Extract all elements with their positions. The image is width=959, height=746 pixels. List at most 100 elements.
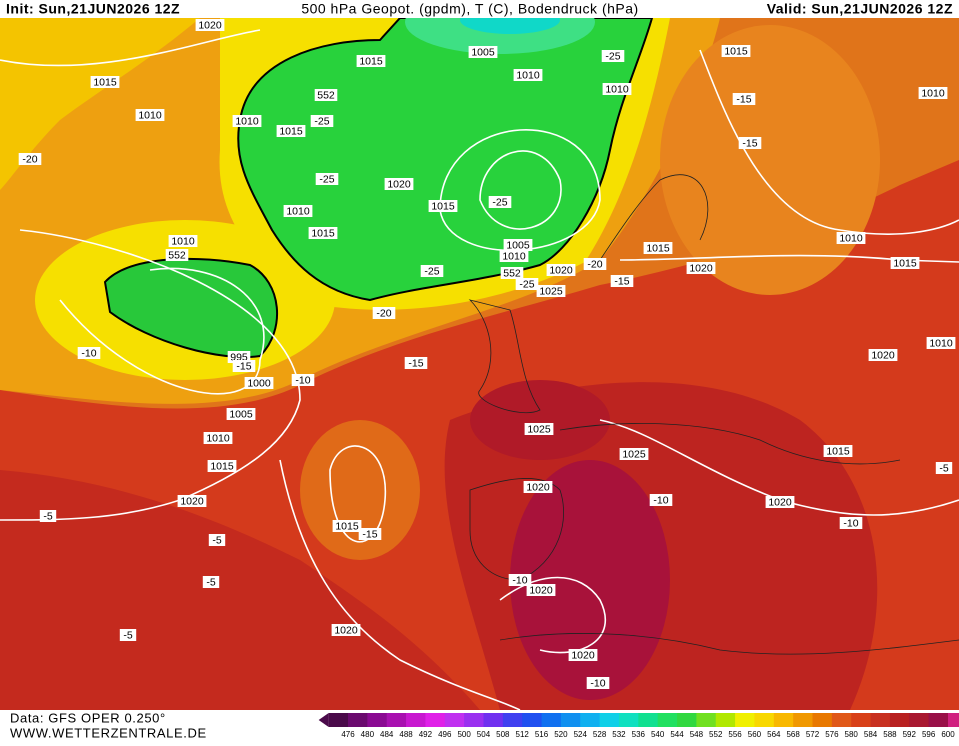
scale-label: 560 xyxy=(748,730,762,739)
map-label-box xyxy=(208,534,226,546)
map-label-box xyxy=(135,109,165,121)
scale-swatch xyxy=(618,713,639,727)
map-label-box xyxy=(232,360,256,372)
map-label-box xyxy=(500,267,524,279)
scale-label: 488 xyxy=(399,730,413,739)
scale-swatch xyxy=(386,713,407,727)
field-crimson xyxy=(510,460,670,700)
map-label-box xyxy=(372,307,396,319)
map-label: -5 xyxy=(43,510,52,522)
map-label-box xyxy=(732,93,756,105)
scale-label: 588 xyxy=(883,730,897,739)
map-label-box xyxy=(207,460,237,472)
coastline xyxy=(468,299,541,414)
map-label: -25 xyxy=(492,196,507,208)
scale-swatch xyxy=(696,713,717,727)
map-label-box xyxy=(643,242,673,254)
map-label: 1000 xyxy=(247,377,271,389)
map-label: -15 xyxy=(742,137,757,149)
scale-swatch xyxy=(541,713,562,727)
map-label-box xyxy=(232,115,262,127)
map-label: 1020 xyxy=(871,349,895,361)
map-label-box xyxy=(546,264,576,276)
scale-label: 532 xyxy=(612,730,626,739)
map-label: -15 xyxy=(736,93,751,105)
map-label: 1010 xyxy=(206,432,230,444)
scale-label: 568 xyxy=(786,730,800,739)
scale-label: 512 xyxy=(516,730,530,739)
scale-swatch xyxy=(599,713,620,727)
map-label: 1015 xyxy=(893,257,917,269)
map-label: 1025 xyxy=(527,423,551,435)
map-label: -10 xyxy=(512,574,527,586)
map-label: 1015 xyxy=(311,227,335,239)
scale-swatch xyxy=(464,713,484,727)
map-label-box xyxy=(226,408,256,420)
map-label: 1015 xyxy=(359,55,383,67)
scale-swatch xyxy=(580,713,601,727)
isobar xyxy=(279,459,521,711)
map-label-box xyxy=(90,76,120,88)
map-label: 1020 xyxy=(689,262,713,274)
scale-label: 484 xyxy=(380,730,394,739)
scale-swatch xyxy=(928,713,949,727)
map-label-box xyxy=(420,265,444,277)
map-label: -20 xyxy=(22,153,37,165)
map-label: 1005 xyxy=(229,408,253,420)
map-label-box xyxy=(428,200,458,212)
scale-swatch xyxy=(483,713,504,727)
map-label: -10 xyxy=(295,374,310,386)
map-label-box xyxy=(310,115,334,127)
scale-swatch xyxy=(870,713,891,727)
map-label-box xyxy=(165,249,189,261)
map-label: -5 xyxy=(123,629,132,641)
scale-label: 480 xyxy=(361,730,375,739)
map-label: -20 xyxy=(376,307,391,319)
coastline xyxy=(499,633,959,655)
map-label-box xyxy=(568,649,598,661)
coastlines xyxy=(468,174,959,655)
field-dark-red xyxy=(0,470,480,710)
scale-label: 556 xyxy=(728,730,742,739)
scale-label: 500 xyxy=(457,730,471,739)
map-label-box xyxy=(384,178,414,190)
scale-label: 516 xyxy=(535,730,549,739)
map-label: 1020 xyxy=(549,264,573,276)
scale-swatch xyxy=(851,713,872,727)
map-label-box xyxy=(523,481,553,493)
scale-swatch xyxy=(773,713,794,727)
map-label: -15 xyxy=(614,275,629,287)
field-orange-north xyxy=(660,25,880,295)
map-label: -10 xyxy=(843,517,858,529)
isobars xyxy=(0,29,959,711)
scale-label: 524 xyxy=(574,730,588,739)
map-label: 1020 xyxy=(526,481,550,493)
map-label: -15 xyxy=(408,357,423,369)
map-label: 1010 xyxy=(929,337,953,349)
map-label: -5 xyxy=(939,462,948,474)
map-label-box xyxy=(356,55,386,67)
map-label-box xyxy=(39,510,57,522)
map-label: -25 xyxy=(319,173,334,185)
map-label-box xyxy=(203,432,233,444)
scale-label: 584 xyxy=(864,730,878,739)
map-label: 1010 xyxy=(171,235,195,247)
data-source: Data: GFS OPER 0.250° xyxy=(10,710,166,725)
map-label-box xyxy=(202,576,220,588)
map-label-box xyxy=(291,374,315,386)
map-label-box xyxy=(536,285,566,297)
map-label-box xyxy=(890,257,920,269)
map-label: -5 xyxy=(206,576,215,588)
map-label: 1020 xyxy=(529,584,553,596)
isobar xyxy=(619,254,959,263)
map-title: 500 hPa Geopot. (gpdm), T (C), Bodendruc… xyxy=(301,1,638,17)
map-label: 1015 xyxy=(431,200,455,212)
map-label-box xyxy=(526,584,556,596)
coastline xyxy=(559,423,901,465)
map-label-box xyxy=(515,278,539,290)
scale-swatch xyxy=(560,713,581,727)
coastline xyxy=(599,174,709,261)
map-label: 1020 xyxy=(198,19,222,31)
scale-label: 540 xyxy=(651,730,665,739)
